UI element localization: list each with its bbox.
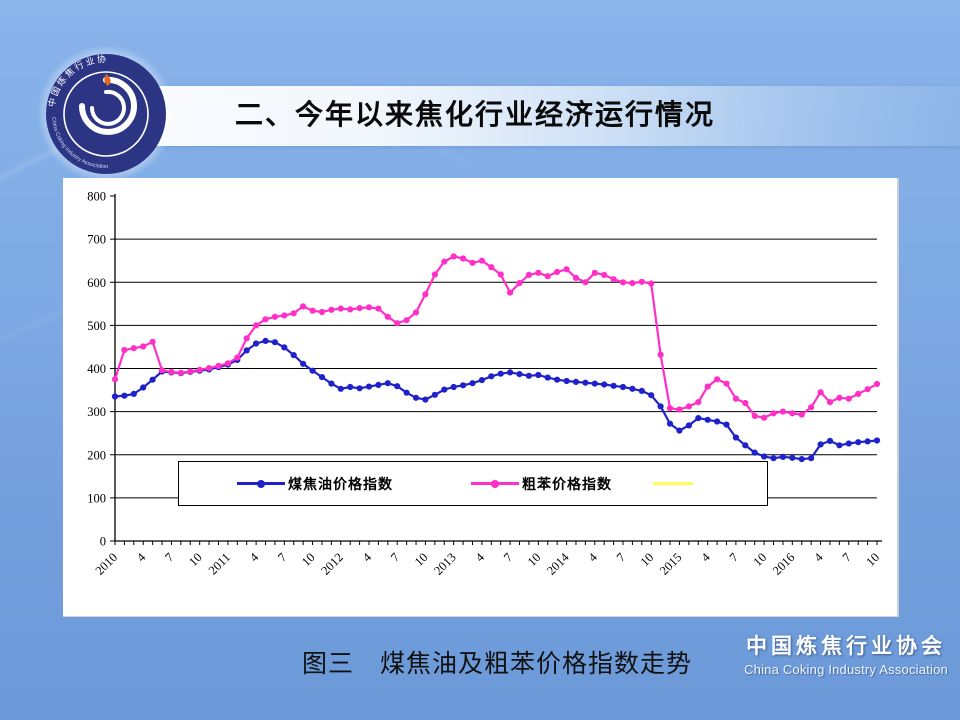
svg-text:4: 4 (811, 550, 826, 565)
svg-text:300: 300 (87, 405, 106, 419)
association-logo-icon: 中国炼焦行业协会 China Coking Industry Associati… (36, 44, 175, 183)
svg-text:7: 7 (275, 550, 289, 564)
x-axis-labels: 2010 4 7 10 2011 4 7 10 2012 4 7 10 2013 4 7 10 2014 4 7 10… (93, 550, 883, 578)
svg-text:7: 7 (727, 550, 741, 564)
series-0 (111, 337, 881, 463)
svg-text:10: 10 (412, 550, 431, 569)
legend-line-icon (653, 482, 693, 485)
svg-text:4: 4 (586, 550, 601, 565)
figure-caption: 图三 煤焦油及粗苯价格指数走势 (301, 651, 692, 678)
legend-dot-icon (257, 479, 265, 488)
chart-panel: 0 100 200 300 400 500 600 700 800 2010 4 7 10 2011 4 7 1… (63, 178, 899, 617)
legend-line-marker-icon (471, 479, 519, 488)
legend-label: 煤焦油价格指数 (288, 475, 393, 492)
svg-text:10: 10 (299, 550, 318, 569)
legend-label: 粗苯价格指数 (522, 475, 612, 492)
header-band: 二、今年以来焦化行业经济运行情况 (60, 86, 960, 146)
svg-text:10: 10 (638, 550, 657, 569)
svg-text:2015: 2015 (657, 550, 685, 578)
svg-text:2011: 2011 (206, 550, 233, 577)
svg-text:4: 4 (698, 550, 713, 565)
svg-text:2010: 2010 (93, 550, 121, 578)
svg-text:10: 10 (525, 550, 544, 569)
svg-text:10: 10 (186, 550, 205, 569)
y-axis-ticks: 0 100 200 300 400 500 600 700 800 (87, 190, 115, 549)
legend-item-2 (653, 462, 693, 505)
chart-legend: 煤焦油价格指数 粗苯价格指数 (178, 461, 768, 506)
svg-text:7: 7 (388, 550, 402, 564)
svg-text:2016: 2016 (770, 550, 798, 578)
svg-text:2012: 2012 (318, 550, 346, 578)
footer-org-name-en: China Coking Industry Association (744, 662, 948, 677)
svg-text:400: 400 (87, 362, 106, 376)
svg-text:600: 600 (87, 276, 106, 290)
legend-line-marker-icon (237, 479, 285, 488)
svg-text:4: 4 (247, 550, 262, 565)
svg-text:500: 500 (87, 319, 106, 333)
svg-text:0: 0 (100, 535, 106, 549)
legend-item-0: 煤焦油价格指数 (237, 462, 393, 505)
axes (114, 194, 882, 542)
footer-org-name-cn: 中国炼焦行业协会 (746, 634, 946, 658)
svg-text:2014: 2014 (544, 550, 572, 578)
x-axis-ticks (114, 541, 878, 545)
svg-text:800: 800 (87, 190, 106, 204)
svg-text:7: 7 (162, 550, 176, 564)
svg-text:7: 7 (840, 550, 854, 564)
svg-text:4: 4 (473, 550, 488, 565)
svg-text:2013: 2013 (431, 550, 459, 578)
svg-text:7: 7 (501, 550, 515, 564)
svg-text:4: 4 (134, 550, 149, 565)
svg-text:10: 10 (750, 550, 769, 569)
series-1 (111, 253, 881, 421)
svg-text:100: 100 (87, 491, 106, 505)
svg-text:7: 7 (614, 550, 628, 564)
svg-text:10: 10 (863, 550, 882, 569)
footer-branding: 中国炼焦行业协会 China Coking Industry Associati… (740, 630, 952, 677)
svg-text:700: 700 (87, 233, 106, 247)
legend-item-1: 粗苯价格指数 (471, 462, 612, 505)
legend-dot-icon (491, 479, 499, 488)
svg-text:200: 200 (87, 448, 106, 462)
page-title: 二、今年以来焦化行业经济运行情况 (235, 100, 716, 131)
svg-text:4: 4 (360, 550, 375, 565)
